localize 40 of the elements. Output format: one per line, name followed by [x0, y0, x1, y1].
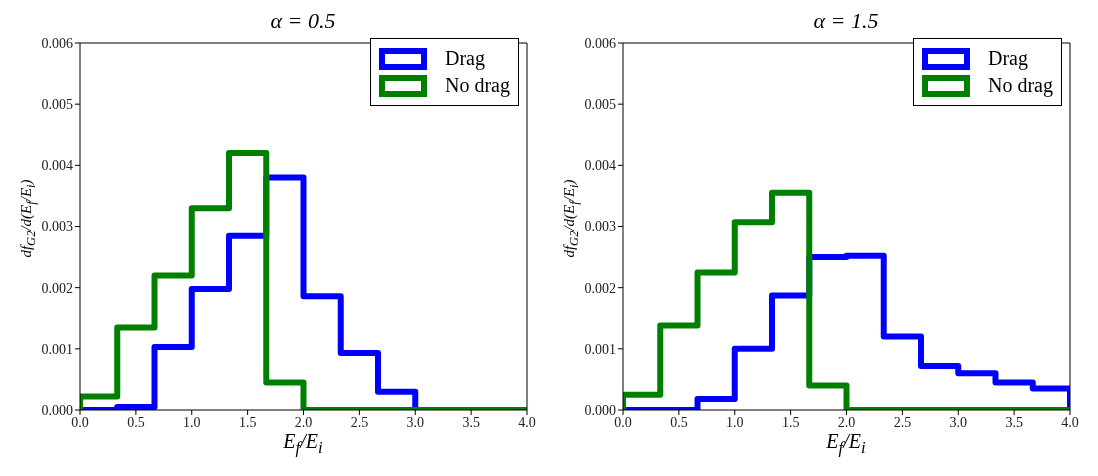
x-tick-label: 1.5 — [781, 414, 800, 430]
y-tick-label: 0.003 — [41, 219, 73, 235]
y-tick-label: 0.005 — [41, 97, 73, 113]
x-tick-label: 3.5 — [1005, 414, 1023, 430]
y-tick-label: 0.004 — [41, 158, 73, 174]
y-tick-label: 0.006 — [41, 35, 73, 51]
chart-title: α = 1.5 — [812, 8, 880, 34]
x-tick-label: 4.0 — [1061, 414, 1079, 430]
x-tick-label: 0.0 — [71, 414, 89, 430]
y-tick-label: 0.006 — [584, 35, 616, 51]
x-tick-label: 1.5 — [238, 414, 257, 430]
x-tick-label: 2.5 — [350, 414, 369, 430]
y-tick-label: 0.004 — [584, 158, 616, 174]
y-tick-label: 0.003 — [584, 219, 616, 235]
x-tick-label: 4.0 — [518, 414, 536, 430]
x-tick-label: 3.5 — [462, 414, 480, 430]
y-tick-label: 0.000 — [584, 402, 616, 418]
legend-label: No drag — [445, 74, 510, 97]
chart-title: α = 0.5 — [269, 8, 337, 34]
y-tick-label: 0.005 — [584, 97, 616, 113]
x-tick-label: 3.0 — [406, 414, 424, 430]
legend-label: Drag — [988, 47, 1028, 70]
y-tick-label: 0.002 — [584, 280, 616, 296]
legend-label: Drag — [445, 47, 485, 70]
x-axis-title: E$_{f}$/E$_{i}$ — [825, 430, 867, 458]
x-tick-label: 1.0 — [183, 414, 201, 430]
x-tick-label: 0.0 — [614, 414, 632, 430]
y-tick-label: 0.002 — [41, 280, 73, 296]
x-axis-title: E$_{f}$/E$_{i}$ — [282, 430, 324, 458]
y-tick-label: 0.001 — [41, 341, 73, 357]
x-tick-label: 2.0 — [294, 414, 313, 430]
x-tick-label: 3.0 — [949, 414, 967, 430]
x-tick-label: 2.5 — [893, 414, 912, 430]
x-tick-label: 2.0 — [837, 414, 856, 430]
x-tick-label: 1.0 — [726, 414, 744, 430]
y-tick-label: 0.000 — [41, 402, 73, 418]
y-tick-label: 0.001 — [584, 341, 616, 357]
x-tick-label: 0.5 — [127, 414, 145, 430]
legend-label: No drag — [988, 74, 1053, 97]
x-tick-label: 0.5 — [670, 414, 688, 430]
